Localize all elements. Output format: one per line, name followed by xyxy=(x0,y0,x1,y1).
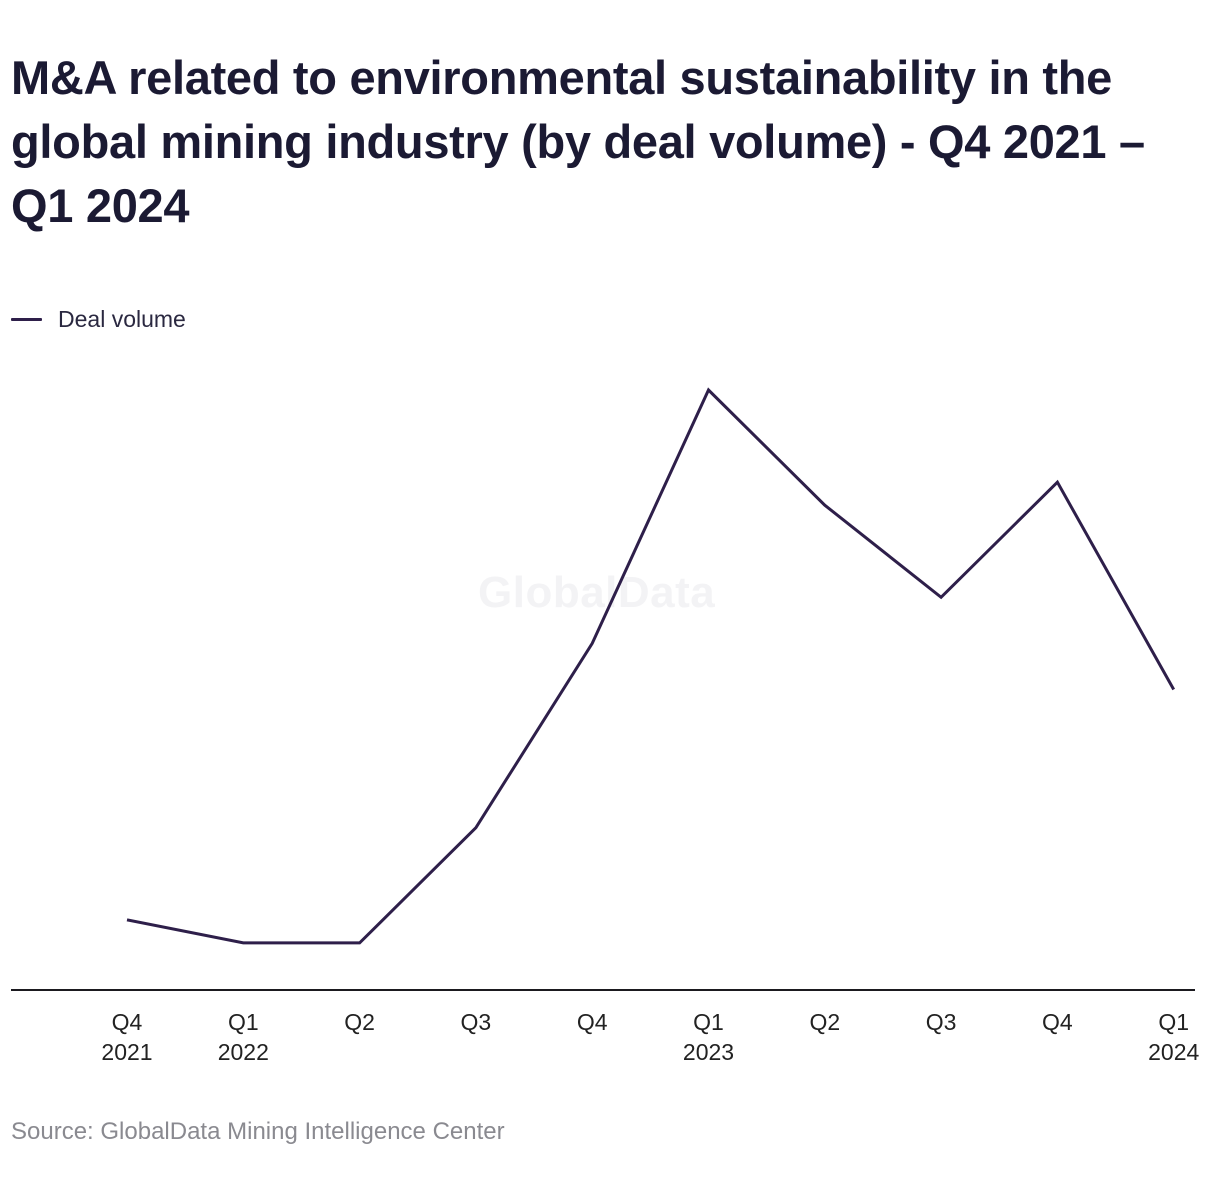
x-tick-label: Q3 xyxy=(461,1009,492,1035)
legend: Deal volume xyxy=(11,306,186,333)
chart-title: M&A related to environmental sustainabil… xyxy=(11,51,1145,232)
x-tick-year: 2021 xyxy=(101,1039,152,1065)
x-tick-label: Q1 2022 xyxy=(218,1009,269,1065)
x-tick-label: Q4 xyxy=(1042,1009,1073,1035)
legend-label: Deal volume xyxy=(58,306,186,332)
x-tick-quarter: Q1 xyxy=(1158,1009,1189,1035)
x-tick-label: Q2 xyxy=(344,1009,375,1035)
x-tick-label: Q2 xyxy=(809,1009,840,1035)
x-tick-label: Q4 xyxy=(577,1009,608,1035)
source-note: Source: GlobalData Mining Intelligence C… xyxy=(11,1118,505,1145)
x-tick-label: Q3 xyxy=(926,1009,957,1035)
x-tick-label: Q4 2021 xyxy=(101,1009,152,1065)
x-tick-year: 2024 xyxy=(1148,1039,1199,1065)
x-tick-quarter: Q4 xyxy=(577,1009,608,1035)
x-tick-label: Q1 2023 xyxy=(683,1009,734,1065)
x-tick-year: 2023 xyxy=(683,1039,734,1065)
watermark: GlobalData xyxy=(478,568,716,617)
x-tick-label: Q1 2024 xyxy=(1148,1009,1199,1065)
x-tick-quarter: Q4 xyxy=(112,1009,143,1035)
series-line-deal-volume xyxy=(126,387,1176,945)
x-tick-labels: Q4 2021 Q1 2022 Q2 Q3 Q4 Q1 2023 Q2 Q3 Q4 Q1 2024 xyxy=(101,1009,1199,1065)
x-tick-quarter: Q4 xyxy=(1042,1009,1073,1035)
x-tick-quarter: Q1 xyxy=(228,1009,259,1035)
x-tick-quarter: Q1 xyxy=(693,1009,724,1035)
line-chart: Q4 2021 Q1 2022 Q2 Q3 Q4 Q1 2023 Q2 Q3 Q4 Q1 2024 xyxy=(11,387,1199,1065)
x-tick-quarter: Q2 xyxy=(809,1009,840,1035)
x-tick-quarter: Q3 xyxy=(926,1009,957,1035)
legend-swatch xyxy=(11,318,42,321)
x-tick-quarter: Q3 xyxy=(461,1009,492,1035)
x-tick-quarter: Q2 xyxy=(344,1009,375,1035)
x-tick-year: 2022 xyxy=(218,1039,269,1065)
